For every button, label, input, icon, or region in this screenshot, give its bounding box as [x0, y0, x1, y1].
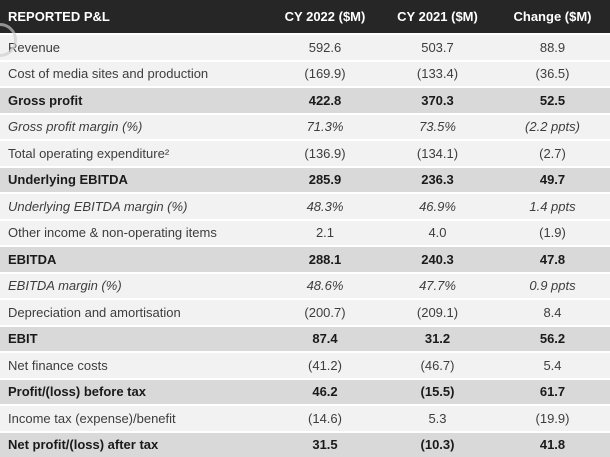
table-header-row: REPORTED P&L CY 2022 ($M) CY 2021 ($M) C…	[0, 0, 610, 33]
value-cy2022: 31.5	[312, 437, 338, 453]
value-change: 61.7	[539, 384, 566, 400]
column-header-cy2021: CY 2021 ($M)	[397, 9, 478, 24]
row-label: Net profit/(loss) after tax	[8, 437, 159, 453]
table-row: Underlying EBITDA margin (%) 48.3% 46.9% 1.…	[0, 192, 610, 219]
value-cy2022: (169.9)	[304, 66, 346, 82]
value-change: 0.9 ppts	[529, 278, 576, 294]
value-cy2021: 47.7%	[419, 278, 456, 294]
value-cy2022: 87.4	[312, 331, 338, 347]
row-label: Profit/(loss) before tax	[8, 384, 146, 400]
row-label: Revenue	[8, 39, 61, 55]
row-label: Underlying EBITDA	[8, 172, 128, 188]
value-cy2021: 5.3	[428, 410, 447, 426]
value-cy2021: 236.3	[421, 172, 454, 188]
value-cy2021: 31.2	[424, 331, 451, 347]
table-row: Depreciation and amortisation (200.7) (209…	[0, 298, 610, 325]
column-header-cy2022: CY 2022 ($M)	[284, 9, 366, 24]
value-cy2022: 48.6%	[306, 278, 344, 294]
value-change: 41.8	[539, 437, 566, 453]
value-change: (36.5)	[535, 66, 570, 82]
column-header-change: Change ($M)	[513, 9, 592, 24]
row-label: Total operating expenditure²	[8, 145, 170, 161]
value-cy2021: 370.3	[421, 92, 454, 108]
value-cy2022: 48.3%	[306, 198, 344, 214]
value-cy2021: 46.9%	[419, 198, 456, 214]
value-change: (2.7)	[539, 145, 566, 161]
value-cy2022: (41.2)	[308, 357, 342, 373]
value-cy2022: 46.2	[312, 384, 338, 400]
table-row: Cost of media sites and production (169.9…	[0, 59, 610, 86]
row-label: EBITDA margin (%)	[8, 278, 122, 294]
value-change: 8.4	[543, 304, 562, 320]
value-cy2021: 503.7	[421, 39, 454, 55]
table-row: Underlying EBITDA 285.9 236.3 49.7	[0, 165, 610, 192]
row-label: Other income & non-operating items	[8, 225, 217, 241]
value-change: (19.9)	[535, 410, 570, 426]
table-row: Other income & non-operating items 2.1 4.0…	[0, 218, 610, 245]
table-title: REPORTED P&L	[8, 9, 110, 24]
value-cy2021: 73.5%	[419, 119, 456, 135]
table-row: EBITDA 288.1 240.3 47.8	[0, 245, 610, 272]
value-cy2022: 285.9	[308, 172, 342, 188]
value-change: (2.2 ppts)	[525, 119, 580, 135]
value-cy2022: 288.1	[308, 251, 342, 267]
value-cy2022: (136.9)	[304, 145, 346, 161]
value-change: 88.9	[539, 39, 566, 55]
row-label: Cost of media sites and production	[8, 66, 209, 82]
value-cy2022: 592.6	[308, 39, 342, 55]
table-row: Gross profit 422.8 370.3 52.5	[0, 86, 610, 113]
value-cy2021: 240.3	[421, 251, 454, 267]
value-cy2022: 71.3%	[306, 119, 344, 135]
value-cy2021: (46.7)	[420, 357, 455, 373]
value-cy2021: (209.1)	[416, 304, 459, 320]
row-label: Net finance costs	[8, 357, 108, 373]
row-label: Income tax (expense)/benefit	[8, 410, 176, 426]
value-change: 52.5	[539, 92, 566, 108]
table-row: Income tax (expense)/benefit (14.6) 5.3 (19…	[0, 404, 610, 431]
value-change: 49.7	[539, 172, 566, 188]
row-label: EBITDA	[8, 251, 57, 267]
value-change: 5.4	[543, 357, 562, 373]
row-label: Gross profit margin (%)	[8, 119, 143, 135]
row-label: Underlying EBITDA margin (%)	[8, 198, 188, 214]
value-cy2022: 2.1	[315, 225, 335, 241]
table-row: Net finance costs (41.2) (46.7) 5.4	[0, 351, 610, 378]
row-label: Gross profit	[8, 92, 83, 108]
table-row: Total operating expenditure² (136.9) (134.…	[0, 139, 610, 166]
table-row: EBITDA margin (%) 48.6% 47.7% 0.9 ppts	[0, 271, 610, 298]
value-cy2022: 422.8	[308, 92, 342, 108]
value-change: 1.4 ppts	[529, 198, 576, 214]
value-change: 47.8	[539, 251, 566, 267]
table-row: Profit/(loss) before tax 46.2 (15.5) 61.7	[0, 377, 610, 404]
row-label: Depreciation and amortisation	[8, 304, 181, 320]
value-cy2021: (15.5)	[420, 384, 455, 400]
value-change: 56.2	[539, 331, 566, 347]
value-cy2021: (133.4)	[416, 66, 459, 82]
table-row: Net profit/(loss) after tax 31.5 (10.3) 41.…	[0, 430, 610, 457]
table-body: Revenue 592.6 503.7 88.9 Cost of media sites…	[0, 33, 610, 457]
row-label: EBIT	[8, 331, 38, 347]
value-cy2021: (134.1)	[416, 145, 459, 161]
value-cy2022: (14.6)	[308, 410, 342, 426]
value-cy2022: (200.7)	[304, 304, 346, 320]
table-row: Gross profit margin (%) 71.3% 73.5% (2.2 pp…	[0, 112, 610, 139]
value-change: (1.9)	[539, 225, 566, 241]
table-row: Revenue 592.6 503.7 88.9	[0, 33, 610, 60]
value-cy2021: (10.3)	[420, 437, 455, 453]
value-cy2021: 4.0	[428, 225, 447, 241]
table-row: EBIT 87.4 31.2 56.2	[0, 324, 610, 351]
